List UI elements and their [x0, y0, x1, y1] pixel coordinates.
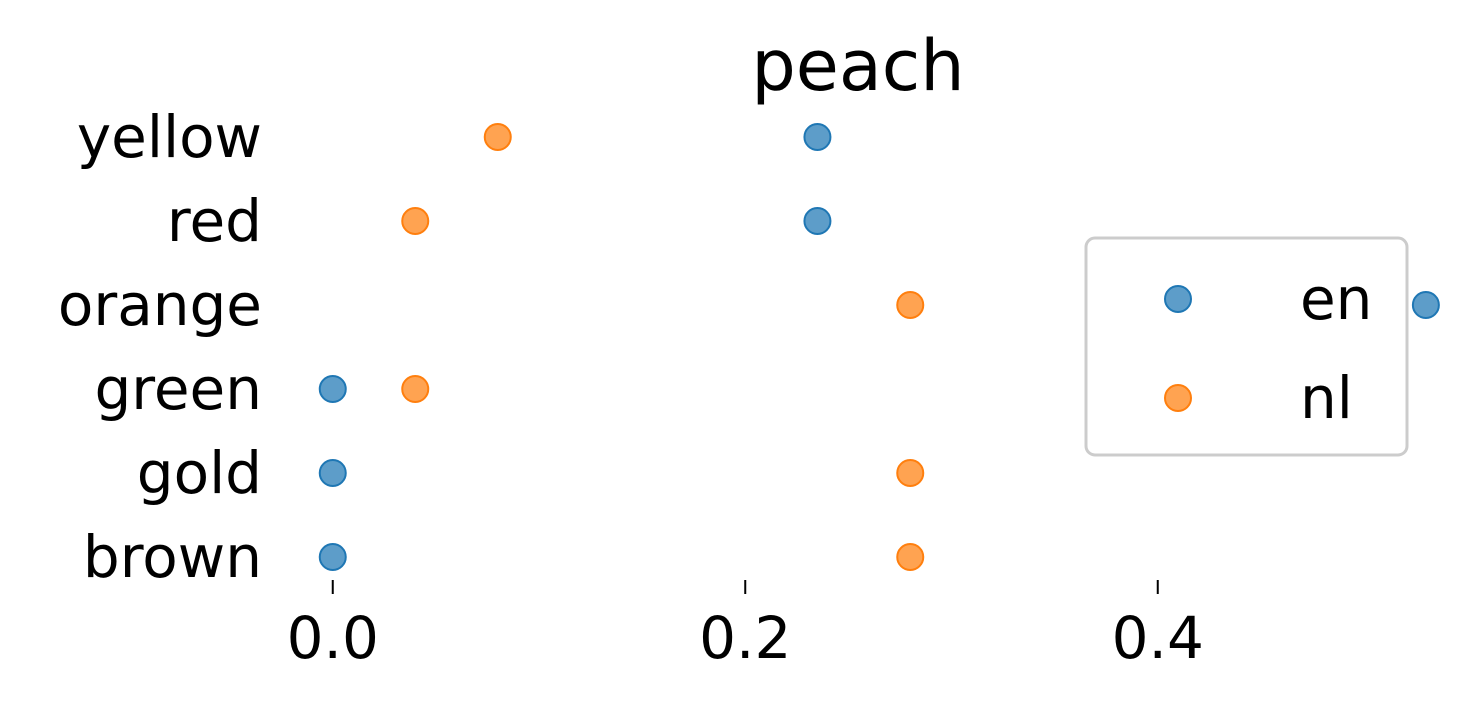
legend-marker-en	[1164, 285, 1192, 313]
x-tick-label: 0.2	[699, 604, 791, 672]
data-point-nl-orange	[896, 291, 925, 319]
data-point-en-yellow	[803, 123, 832, 151]
data-point-nl-gold	[896, 459, 925, 487]
y-axis: yellow red orange green gold brown	[58, 103, 262, 591]
data-point-nl-yellow	[483, 123, 512, 151]
data-point-en-red	[803, 207, 832, 235]
y-tick-label: green	[94, 355, 262, 423]
series-nl	[401, 123, 925, 571]
y-tick-label: brown	[83, 523, 262, 591]
data-point-en-orange	[1411, 291, 1440, 319]
plot-area	[318, 123, 1440, 571]
data-point-en-gold	[318, 459, 347, 487]
x-tick-label: 0.0	[287, 604, 379, 672]
chart-title: peach	[751, 25, 964, 107]
data-point-en-brown	[318, 543, 347, 571]
legend: en nl	[1084, 236, 1409, 457]
data-point-nl-green	[401, 375, 430, 403]
y-tick-label: gold	[137, 439, 262, 507]
legend-marker-nl	[1164, 384, 1192, 412]
y-tick-label: yellow	[77, 103, 262, 171]
legend-label-en: en	[1300, 265, 1372, 333]
legend-label-nl: nl	[1300, 364, 1353, 432]
data-point-nl-red	[401, 207, 430, 235]
legend-items: en nl	[1164, 265, 1372, 432]
series-en	[318, 123, 1440, 571]
y-tick-label: orange	[58, 271, 262, 339]
x-tick-label: 0.4	[1112, 604, 1204, 672]
data-point-nl-brown	[896, 543, 925, 571]
x-axis: 0.0 0.2 0.4	[287, 580, 1204, 672]
data-point-en-green	[318, 375, 347, 403]
y-tick-label: red	[167, 187, 262, 255]
